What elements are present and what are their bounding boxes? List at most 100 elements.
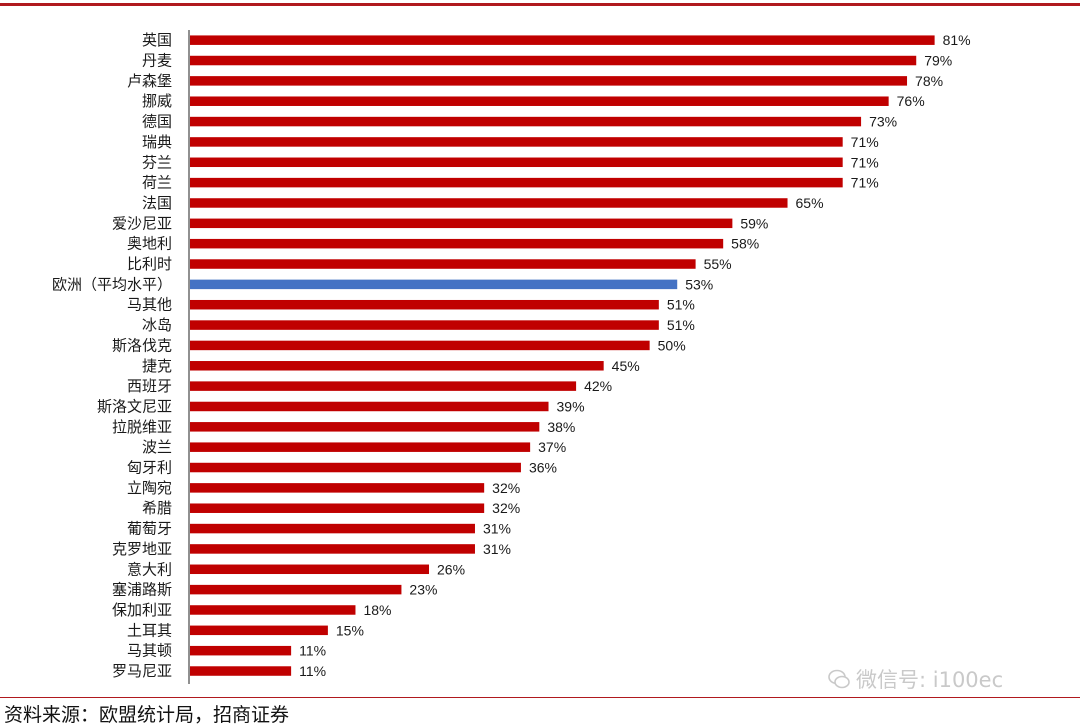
- bar-31: [190, 645, 292, 656]
- value-label: 71%: [851, 175, 879, 191]
- value-label: 55%: [704, 256, 732, 272]
- bar-22: [190, 462, 521, 473]
- value-label: 26%: [437, 561, 465, 577]
- value-label: 81%: [943, 32, 971, 48]
- bar-27: [190, 564, 430, 575]
- wechat-icon: [828, 669, 850, 689]
- bar-2: [190, 55, 917, 66]
- value-label: 31%: [483, 541, 511, 557]
- bar-25: [190, 523, 475, 534]
- value-label: 23%: [409, 582, 437, 598]
- category-label: 西班牙: [127, 377, 172, 395]
- category-label: 斯洛文尼亚: [97, 397, 172, 415]
- value-label: 78%: [915, 73, 943, 89]
- category-label: 意大利: [127, 560, 172, 578]
- value-label: 11%: [299, 663, 326, 679]
- bar-8: [190, 177, 843, 188]
- category-label: 希腊: [142, 499, 172, 517]
- bar-18: [190, 381, 577, 391]
- value-label: 31%: [483, 521, 511, 537]
- bar-6: [190, 137, 843, 147]
- watermark-text: 微信号: i100ec: [856, 668, 1004, 692]
- bar-30: [190, 625, 328, 636]
- category-label: 马其顿: [127, 642, 172, 660]
- value-label: 71%: [851, 154, 879, 170]
- category-label: 土耳其: [127, 621, 172, 639]
- value-label: 37%: [538, 439, 566, 455]
- value-label: 32%: [492, 500, 520, 516]
- value-label: 39%: [557, 398, 585, 414]
- bar-chart: 英国 81% 丹麦 79% 卢森堡 78% 挪威 76% 德国 73% 瑞典 71% 芬兰 71% 荷兰 71…: [52, 30, 971, 684]
- value-label: 51%: [667, 297, 695, 313]
- category-label: 荷兰: [142, 174, 172, 192]
- value-label: 18%: [363, 602, 391, 618]
- bar-24: [190, 503, 485, 513]
- bar-23: [190, 483, 485, 493]
- bar-3: [190, 76, 908, 86]
- bar-10: [190, 218, 733, 229]
- bar-9: [190, 198, 788, 208]
- bar-29: [190, 605, 356, 615]
- bar-12: [190, 259, 696, 269]
- bar-4: [190, 96, 889, 106]
- category-label: 斯洛伐克: [112, 336, 172, 354]
- watermark: 微信号: i100ec: [828, 664, 1003, 694]
- bottom-rule: [0, 697, 1080, 698]
- category-label: 丹麦: [142, 52, 172, 70]
- category-label: 比利时: [127, 255, 172, 273]
- category-label: 欧洲（平均水平）: [52, 275, 172, 293]
- category-label: 芬兰: [142, 153, 172, 171]
- value-label: 50%: [658, 337, 686, 353]
- value-label: 53%: [685, 276, 713, 292]
- bar-28: [190, 584, 402, 595]
- category-label: 瑞典: [142, 133, 172, 151]
- category-label: 克罗地亚: [112, 540, 172, 558]
- value-label: 59%: [740, 215, 768, 231]
- bar-19: [190, 401, 549, 412]
- category-label: 英国: [142, 31, 172, 49]
- category-label: 冰岛: [142, 316, 172, 334]
- bar-5: [190, 116, 862, 127]
- bar-16: [190, 340, 650, 351]
- bar-14: [190, 299, 659, 310]
- category-label: 葡萄牙: [127, 520, 172, 538]
- category-label: 挪威: [142, 92, 172, 110]
- bar-11: [190, 238, 724, 249]
- bar-15: [190, 320, 659, 330]
- category-label: 保加利亚: [112, 601, 172, 619]
- value-label: 79%: [924, 53, 952, 69]
- value-label: 58%: [731, 236, 759, 252]
- category-label: 卢森堡: [127, 72, 172, 90]
- value-label: 73%: [869, 114, 897, 130]
- bar-13: [190, 279, 678, 290]
- bar-26: [190, 544, 475, 554]
- value-label: 36%: [529, 460, 557, 476]
- value-label: 38%: [547, 419, 575, 435]
- bar-1: [190, 35, 935, 45]
- value-label: 65%: [796, 195, 824, 211]
- bar-21: [190, 442, 531, 452]
- source-note: 资料来源：欧盟统计局，招商证券: [4, 704, 290, 726]
- bar-20: [190, 422, 540, 432]
- top-rule: [0, 3, 1080, 6]
- category-label: 奥地利: [127, 235, 172, 253]
- bar-7: [190, 157, 843, 168]
- value-label: 42%: [584, 378, 612, 394]
- bar-17: [190, 361, 604, 371]
- category-label: 拉脱维亚: [112, 418, 172, 436]
- category-label: 德国: [142, 113, 172, 131]
- category-label: 法国: [142, 194, 172, 212]
- category-label: 塞浦路斯: [112, 581, 172, 599]
- category-label: 罗马尼亚: [112, 662, 172, 680]
- value-label: 51%: [667, 317, 695, 333]
- value-label: 71%: [851, 134, 879, 150]
- category-label: 爱沙尼亚: [112, 214, 172, 232]
- category-label: 捷克: [142, 357, 172, 375]
- category-label: 匈牙利: [127, 459, 172, 477]
- value-label: 45%: [612, 358, 640, 374]
- value-label: 76%: [897, 93, 925, 109]
- category-label: 马其他: [127, 296, 172, 314]
- value-label: 15%: [336, 622, 364, 638]
- bar-32: [190, 666, 292, 676]
- value-label: 11%: [299, 643, 326, 659]
